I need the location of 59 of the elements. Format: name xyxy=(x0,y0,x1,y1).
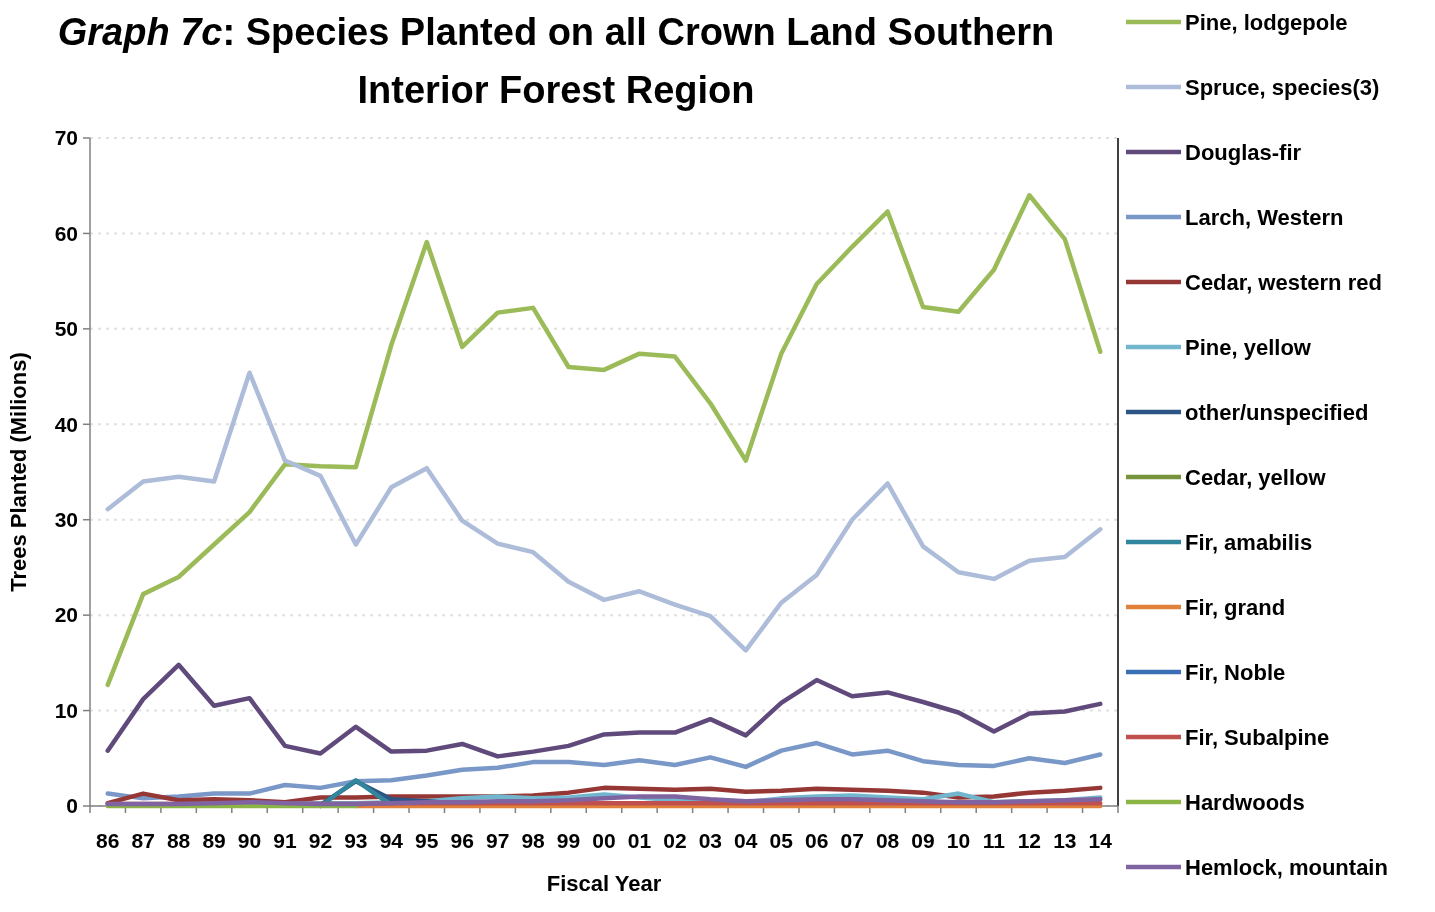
x-tick-label: 07 xyxy=(840,829,864,852)
line-series xyxy=(105,370,1103,653)
legend-label: Hemlock, mountain xyxy=(1185,855,1388,880)
x-tick-label: 95 xyxy=(415,829,439,852)
x-tick-label: 06 xyxy=(805,829,829,852)
x-tick-label: 05 xyxy=(769,829,794,852)
x-tick-label: 91 xyxy=(273,829,297,852)
legend-label: Spruce, species(3) xyxy=(1185,75,1380,100)
y-tick-label: 50 xyxy=(54,317,78,341)
x-tick-label: 92 xyxy=(308,829,333,852)
x-tick-label: 00 xyxy=(592,829,616,852)
legend-label: Fir, Noble xyxy=(1185,660,1286,685)
x-tick-label: 99 xyxy=(556,829,581,852)
x-tick-label: 01 xyxy=(627,829,652,852)
y-tick-label: 60 xyxy=(54,221,78,245)
y-tick-label: 30 xyxy=(54,508,78,532)
y-tick-label: 70 xyxy=(54,126,78,150)
legend-label: Fir, Subalpine xyxy=(1185,725,1330,750)
y-tick-label: 10 xyxy=(54,698,78,722)
legend-label: Fir, amabilis xyxy=(1185,530,1313,555)
x-tick-label: 11 xyxy=(982,829,1006,852)
x-tick-label: 96 xyxy=(450,829,474,852)
legend-label: Pine, lodgepole xyxy=(1185,10,1348,35)
x-tick-label: 98 xyxy=(521,829,546,852)
y-axis-title: Trees Planted (Milions) xyxy=(6,352,31,592)
legend-label: other/unspecified xyxy=(1185,400,1369,425)
x-tick-label: 09 xyxy=(911,829,935,852)
legend-label: Fir, grand xyxy=(1185,595,1286,620)
x-axis-title: Fiscal Year xyxy=(546,871,662,896)
chart-title: Graph 7c: Species Planted on all Crown Land Southern Interior Forest Region xyxy=(57,11,1055,111)
x-tick-label: 88 xyxy=(166,829,191,852)
legend-label: Cedar, yellow xyxy=(1185,465,1327,490)
x-tick-label: 97 xyxy=(485,829,510,852)
x-tick-label: 86 xyxy=(96,829,120,852)
x-tick-label: 90 xyxy=(237,829,262,852)
line-series xyxy=(105,662,1103,759)
x-tick-label: 03 xyxy=(698,829,723,852)
legend-label: Douglas-fir xyxy=(1185,140,1302,165)
y-tick-label: 20 xyxy=(54,603,78,627)
x-tick-label: 87 xyxy=(131,829,155,852)
legend-label: Cedar, western red xyxy=(1185,270,1382,295)
y-tick-label: 0 xyxy=(66,794,78,818)
x-tick-label: 12 xyxy=(1017,829,1042,852)
x-tick-label: 89 xyxy=(202,829,226,852)
legend-label: Pine, yellow xyxy=(1185,335,1312,360)
line-series xyxy=(105,193,1103,688)
x-tick-label: 94 xyxy=(379,829,404,852)
y-tick-label: 40 xyxy=(54,412,78,436)
legend-label: Hardwoods xyxy=(1185,790,1305,815)
x-tick-label: 08 xyxy=(875,829,900,852)
x-tick-label: 14 xyxy=(1088,829,1113,852)
x-tick-label: 02 xyxy=(663,829,687,852)
line-series xyxy=(105,740,1103,801)
x-tick-label: 04 xyxy=(734,829,758,852)
x-tick-label: 93 xyxy=(344,829,368,852)
line-series xyxy=(105,794,1103,807)
x-tick-label: 10 xyxy=(946,829,971,852)
legend-label: Larch, Western xyxy=(1185,205,1344,230)
x-tick-label: 13 xyxy=(1053,829,1077,852)
